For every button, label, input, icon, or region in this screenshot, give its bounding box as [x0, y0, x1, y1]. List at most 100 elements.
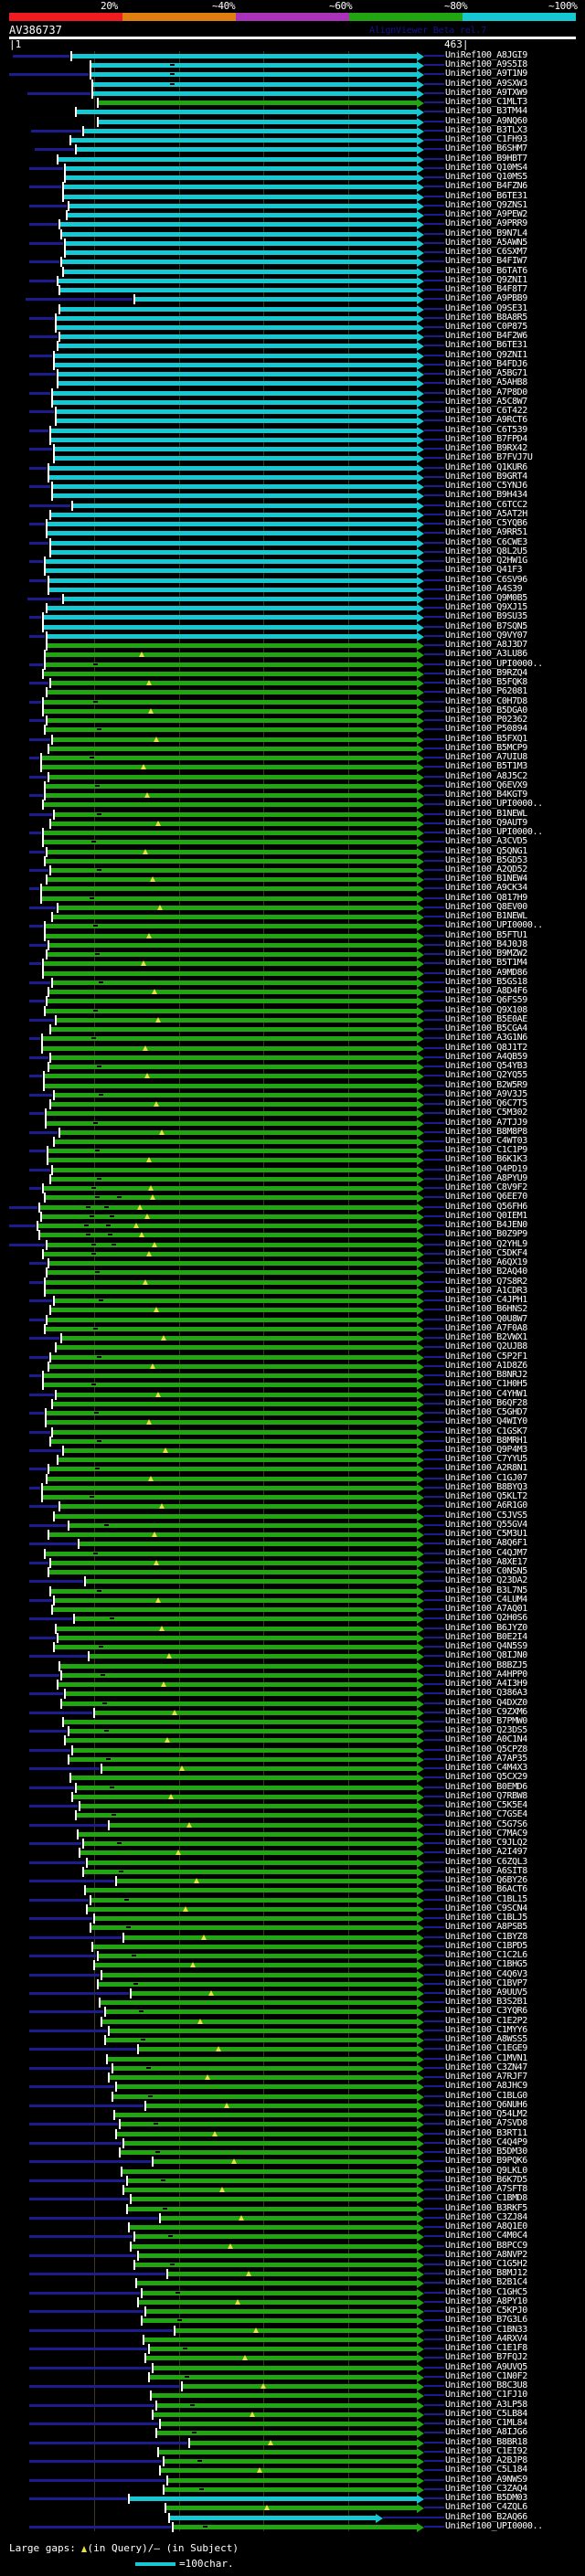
alignment-row[interactable]: UniRef100_B6K1K3 [0, 1154, 585, 1166]
alignment-row[interactable]: UniRef100_C6CWE3 [0, 537, 585, 549]
hsp-bar[interactable] [44, 970, 417, 976]
hsp-bar[interactable] [60, 288, 417, 293]
hit-accession-label[interactable]: UniRef100_A4QB59 [445, 1051, 527, 1062]
hit-accession-label[interactable]: UniRef100_Q1KUR6 [445, 461, 527, 472]
hit-accession-label[interactable]: UniRef100_Q9AUT9 [445, 817, 527, 828]
hsp-bar[interactable] [44, 961, 417, 967]
alignment-row[interactable]: UniRef100_A8XE17 [0, 1557, 585, 1569]
hit-accession-label[interactable]: UniRef100_C8V9F2 [445, 1182, 527, 1193]
alignment-row[interactable]: UniRef100_C4M0C4 [0, 2231, 585, 2242]
hsp-bar[interactable] [51, 868, 417, 873]
alignment-row[interactable]: UniRef100_C5DKF4 [0, 1248, 585, 1260]
hit-accession-label[interactable]: UniRef100_C1BVP7 [445, 1977, 527, 1988]
hit-accession-label[interactable]: UniRef100_B6K7D5 [445, 2174, 527, 2185]
hit-accession-label[interactable]: UniRef100_C5M302 [445, 1108, 527, 1118]
hsp-bar[interactable] [64, 1447, 417, 1453]
hsp-bar[interactable] [106, 2009, 417, 2015]
alignment-row[interactable]: UniRef100_B4FDJ6 [0, 359, 585, 371]
hit-accession-label[interactable]: UniRef100_A8Q6F1 [445, 1538, 527, 1549]
hit-accession-label[interactable]: UniRef100_B3S2B1 [445, 1997, 527, 2008]
hsp-bar[interactable] [86, 1888, 417, 1893]
hsp-bar[interactable] [143, 2290, 417, 2295]
hsp-bar[interactable] [57, 1017, 417, 1023]
hsp-bar[interactable] [55, 447, 417, 452]
hit-accession-label[interactable]: UniRef100_A8JGI9 [445, 50, 527, 60]
hsp-bar[interactable] [62, 231, 417, 237]
alignment-row[interactable]: UniRef100_C4QJM7 [0, 1548, 585, 1560]
alignment-row[interactable]: UniRef100_C6T539 [0, 425, 585, 437]
hit-accession-label[interactable]: UniRef100_A3LP58 [445, 2399, 527, 2410]
alignment-row[interactable]: UniRef100_P62081 [0, 686, 585, 698]
hit-accession-label[interactable]: UniRef100_C7GSE4 [445, 1809, 527, 1820]
hit-accession-label[interactable]: UniRef100_C1BYZ8 [445, 1931, 527, 1942]
hsp-bar[interactable] [122, 2168, 417, 2174]
alignment-row[interactable]: UniRef100_C1BPD5 [0, 1941, 585, 1953]
alignment-row[interactable]: UniRef100_A7AQ01 [0, 1604, 585, 1616]
hit-accession-label[interactable]: UniRef100_A8PYU9 [445, 1172, 527, 1183]
hsp-bar[interactable] [44, 708, 417, 714]
hsp-bar[interactable] [49, 465, 417, 471]
hit-accession-label[interactable]: UniRef100_C9SCN4 [445, 1903, 527, 1913]
hsp-bar[interactable] [124, 1935, 417, 1940]
hit-accession-label[interactable]: UniRef100_A8D4F6 [445, 986, 527, 997]
hsp-bar[interactable] [55, 1140, 417, 1144]
hit-accession-label[interactable]: UniRef100_B5T1M4 [445, 958, 527, 969]
hsp-bar[interactable] [57, 1392, 417, 1397]
alignment-row[interactable]: UniRef100_UPI0000.. [0, 827, 585, 839]
hit-accession-label[interactable]: UniRef100_A3CVD5 [445, 836, 527, 847]
hsp-bar[interactable] [88, 1906, 417, 1912]
alignment-row[interactable]: UniRef100_A7F0A8 [0, 1323, 585, 1335]
hit-accession-label[interactable]: UniRef100_A0C1N4 [445, 1734, 527, 1745]
hit-accession-label[interactable]: UniRef100_B2B1C4 [445, 2277, 527, 2288]
hsp-bar[interactable] [49, 990, 417, 995]
alignment-row[interactable]: UniRef100_Q7S8R2 [0, 1277, 585, 1288]
hit-accession-label[interactable]: UniRef100_Q2HW1G [445, 556, 527, 567]
hit-accession-label[interactable]: UniRef100_A8IJG6 [445, 2427, 527, 2438]
hsp-bar[interactable] [48, 1149, 417, 1154]
hsp-bar[interactable] [57, 1626, 417, 1631]
hsp-bar[interactable] [117, 2084, 417, 2090]
alignment-row[interactable]: UniRef100_A4S39 [0, 584, 585, 596]
hsp-bar[interactable] [44, 671, 417, 676]
alignment-row[interactable]: UniRef100_B3TM44 [0, 106, 585, 118]
hit-accession-label[interactable]: UniRef100_B6SHM7 [445, 143, 527, 154]
hit-accession-label[interactable]: UniRef100_C1MVN1 [445, 2052, 527, 2063]
hit-accession-label[interactable]: UniRef100_A4RXV4 [445, 2333, 527, 2344]
hit-accession-label[interactable]: UniRef100_A7SFT8 [445, 2184, 527, 2195]
alignment-row[interactable]: UniRef100_A9UUV5 [0, 1988, 585, 1999]
alignment-row[interactable]: UniRef100_B6JYZ0 [0, 1623, 585, 1635]
alignment-row[interactable]: UniRef100_B0Z9P9 [0, 1229, 585, 1241]
hsp-bar[interactable] [64, 1719, 417, 1724]
alignment-row[interactable]: UniRef100_C1ML84 [0, 2418, 585, 2430]
hsp-bar[interactable] [55, 362, 417, 367]
hsp-bar[interactable] [73, 503, 417, 508]
hsp-bar[interactable] [47, 1411, 417, 1416]
hit-accession-label[interactable]: UniRef100_B4KGT9 [445, 790, 527, 800]
hit-accession-label[interactable]: UniRef100_Q23DA2 [445, 1575, 527, 1586]
alignment-row[interactable]: UniRef100_C0NSN5 [0, 1566, 585, 1578]
hit-accession-label[interactable]: UniRef100_B3TM44 [445, 106, 527, 117]
hsp-bar[interactable] [60, 222, 417, 228]
alignment-row[interactable]: UniRef100_Q9P4M3 [0, 1445, 585, 1457]
hsp-bar[interactable] [150, 2374, 417, 2380]
alignment-row[interactable]: UniRef100_Q10MS5 [0, 172, 585, 184]
hsp-bar[interactable] [44, 802, 417, 808]
hsp-bar[interactable] [84, 1841, 417, 1847]
hsp-bar[interactable] [51, 428, 417, 433]
hsp-bar[interactable] [45, 1074, 417, 1079]
alignment-row[interactable]: UniRef100_B8BYQ3 [0, 1482, 585, 1494]
hsp-bar[interactable] [46, 793, 417, 799]
alignment-row[interactable]: UniRef100_B7G3L6 [0, 2315, 585, 2327]
hit-accession-label[interactable]: UniRef100_Q9SE31 [445, 302, 527, 313]
hit-accession-label[interactable]: UniRef100_B0Z9P9 [445, 1229, 527, 1240]
hit-accession-label[interactable]: UniRef100_B3RT11 [445, 2127, 527, 2138]
hit-accession-label[interactable]: UniRef100_C1BMD8 [445, 2193, 527, 2204]
hsp-bar[interactable] [51, 1308, 417, 1313]
hsp-bar[interactable] [51, 549, 417, 555]
alignment-row[interactable]: UniRef100_A6QX19 [0, 1257, 585, 1269]
hit-accession-label[interactable]: UniRef100_A9UUV5 [445, 1987, 527, 1998]
hsp-bar[interactable] [58, 905, 417, 910]
hsp-bar[interactable] [146, 2309, 417, 2315]
alignment-row[interactable]: UniRef100_A7RJF7 [0, 2072, 585, 2083]
hsp-bar[interactable] [46, 924, 417, 929]
